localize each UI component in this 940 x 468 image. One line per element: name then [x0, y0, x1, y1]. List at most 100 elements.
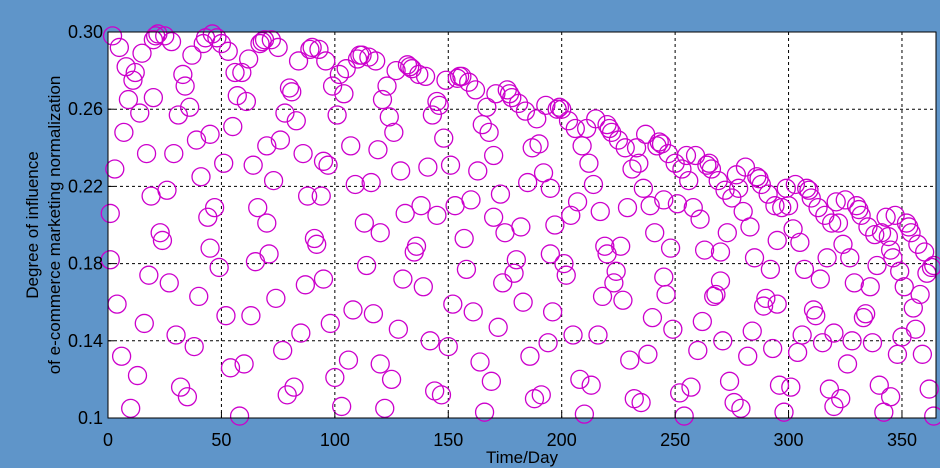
data-point — [248, 197, 268, 218]
data-point — [173, 64, 193, 85]
data-point — [633, 178, 654, 198]
data-point — [710, 271, 731, 291]
data-point — [719, 371, 740, 391]
data-point — [463, 302, 483, 322]
data-point — [474, 402, 495, 422]
data-point — [218, 41, 238, 61]
data-point — [799, 180, 819, 200]
data-point — [862, 333, 883, 353]
data-point — [427, 91, 447, 112]
data-point — [878, 226, 899, 247]
data-point — [483, 145, 504, 166]
data-point — [506, 250, 526, 270]
data-point — [781, 377, 801, 397]
data-point — [109, 37, 129, 58]
data-point — [461, 190, 481, 210]
data-point — [765, 196, 785, 216]
data-point — [180, 97, 200, 117]
data-point — [477, 97, 497, 117]
data-point — [581, 375, 601, 395]
data-point — [413, 277, 433, 297]
data-point — [465, 80, 486, 100]
data-point — [806, 306, 826, 326]
data-point — [379, 107, 399, 127]
data-point — [742, 321, 762, 341]
data-point — [583, 174, 604, 195]
data-point — [738, 346, 758, 366]
data-point — [692, 311, 712, 332]
data-point — [266, 288, 286, 308]
data-point — [880, 387, 901, 407]
data-point — [486, 84, 506, 104]
x-tick-label: 150 — [433, 430, 463, 450]
data-point — [842, 331, 862, 351]
data-point — [912, 344, 933, 364]
data-point — [456, 259, 477, 280]
data-point — [229, 406, 250, 426]
data-point — [100, 250, 120, 270]
data-point — [338, 350, 359, 370]
data-point — [436, 70, 456, 90]
data-point — [204, 197, 225, 218]
data-point — [679, 170, 699, 191]
data-point — [724, 392, 744, 413]
data-point — [288, 51, 309, 71]
data-point — [760, 259, 781, 280]
data-point — [341, 136, 361, 156]
data-point — [880, 240, 901, 260]
data-point — [302, 37, 322, 58]
data-point — [858, 217, 878, 237]
data-point — [381, 369, 402, 390]
data-point — [574, 404, 595, 424]
data-point — [883, 248, 903, 268]
data-point — [320, 313, 340, 334]
data-point — [111, 346, 132, 366]
data-point — [706, 284, 726, 305]
data-point — [910, 284, 930, 305]
data-point — [297, 186, 318, 206]
y-axis-title-line-2: of e-commerce marketing normalization — [45, 76, 64, 375]
data-point — [168, 105, 188, 125]
data-point — [223, 116, 243, 137]
data-point — [651, 134, 672, 154]
data-point — [191, 167, 211, 187]
data-point — [345, 174, 365, 195]
data-point — [395, 203, 415, 224]
data-point — [152, 230, 173, 251]
data-point — [769, 375, 790, 395]
data-point — [214, 153, 234, 173]
data-point — [536, 95, 556, 115]
data-point — [479, 122, 499, 143]
data-point — [189, 286, 209, 307]
data-point — [622, 159, 642, 179]
data-point — [336, 59, 356, 79]
x-axis-title: Time/Day — [486, 448, 559, 467]
x-tick-label: 0 — [103, 430, 113, 450]
data-point — [828, 213, 849, 233]
data-point — [384, 122, 404, 143]
data-point — [549, 97, 570, 117]
data-point — [540, 244, 561, 264]
data-point — [753, 296, 774, 316]
data-point — [493, 273, 513, 293]
data-point — [300, 39, 320, 60]
data-point — [663, 319, 683, 339]
data-point — [261, 30, 281, 50]
data-point — [508, 93, 529, 114]
data-point — [375, 398, 395, 419]
data-point — [175, 76, 195, 96]
data-point — [654, 190, 674, 210]
data-point — [139, 265, 159, 285]
data-point — [150, 223, 170, 243]
data-point — [905, 319, 926, 339]
data-point — [102, 26, 123, 46]
data-point — [885, 205, 905, 226]
data-point — [313, 151, 334, 171]
data-point — [563, 325, 583, 345]
data-point — [372, 89, 393, 110]
data-point — [354, 213, 374, 233]
data-point — [488, 317, 508, 337]
data-point — [554, 253, 574, 274]
data-point — [853, 307, 874, 328]
data-point — [597, 244, 617, 264]
